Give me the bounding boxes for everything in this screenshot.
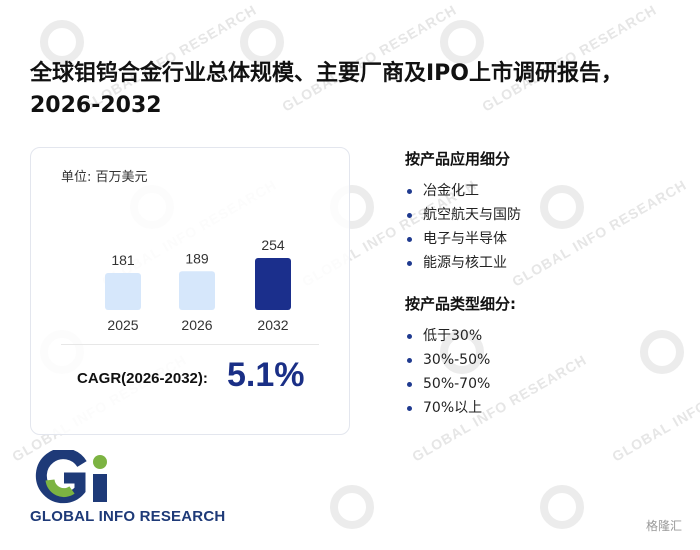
category-label: 2026 xyxy=(181,317,212,333)
list-item: 30%-50% xyxy=(405,348,516,372)
list-item: 电子与半导体 xyxy=(405,227,521,251)
application-segment: 按产品应用细分 冶金化工 航空航天与国防 电子与半导体 能源与核工业 xyxy=(405,148,521,275)
corner-watermark: 格隆汇 xyxy=(645,519,682,533)
watermark-logo xyxy=(540,485,584,529)
watermark-logo xyxy=(330,485,374,529)
bar-2026 xyxy=(179,271,215,310)
divider xyxy=(61,344,319,345)
bar-chart: 181 2025 189 2026 254 2032 xyxy=(105,237,291,333)
category-label: 2032 xyxy=(257,317,288,333)
application-heading: 按产品应用细分 xyxy=(405,150,511,168)
watermark-text: GLOBAL INFO RESEARCH xyxy=(509,176,690,290)
type-heading: 按产品类型细分: xyxy=(405,295,516,313)
list-item: 低于30% xyxy=(405,324,516,348)
market-size-card: 单位: 百万美元 181 2025 189 2026 254 2032 CAGR(2026… xyxy=(30,147,350,435)
data-label: 181 xyxy=(111,252,135,268)
category-label: 2025 xyxy=(107,317,138,333)
data-label: 254 xyxy=(261,237,285,253)
brand-logo: GLOBAL INFO RESEARCH xyxy=(30,448,240,530)
list-item: 50%-70% xyxy=(405,372,516,396)
list-item: 能源与核工业 xyxy=(405,251,521,275)
unit-label: 单位: 百万美元 xyxy=(61,170,148,185)
report-title: 全球钼钨合金行业总体规模、主要厂商及IPO上市调研报告，2026-2032 xyxy=(30,61,624,118)
watermark-logo xyxy=(640,330,684,374)
type-list: 低于30% 30%-50% 50%-70% 70%以上 xyxy=(405,324,516,420)
cagr-label: CAGR(2026-2032): xyxy=(77,370,208,387)
gi-logo-icon xyxy=(35,448,107,504)
type-segment: 按产品类型细分: 低于30% 30%-50% 50%-70% 70%以上 xyxy=(405,293,516,420)
list-item: 航空航天与国防 xyxy=(405,203,521,227)
watermark-logo xyxy=(540,185,584,229)
watermark-text: GLOBAL INFO RESEARCH xyxy=(609,351,700,465)
application-list: 冶金化工 航空航天与国防 电子与半导体 能源与核工业 xyxy=(405,179,521,275)
cagr-value: 5.1% xyxy=(227,356,305,394)
bar-2025 xyxy=(105,272,141,310)
list-item: 冶金化工 xyxy=(405,179,521,203)
list-item: 70%以上 xyxy=(405,396,516,420)
bar-2032 xyxy=(255,258,291,310)
brand-name: GLOBAL INFO RESEARCH xyxy=(30,508,226,525)
data-label: 189 xyxy=(185,250,209,266)
